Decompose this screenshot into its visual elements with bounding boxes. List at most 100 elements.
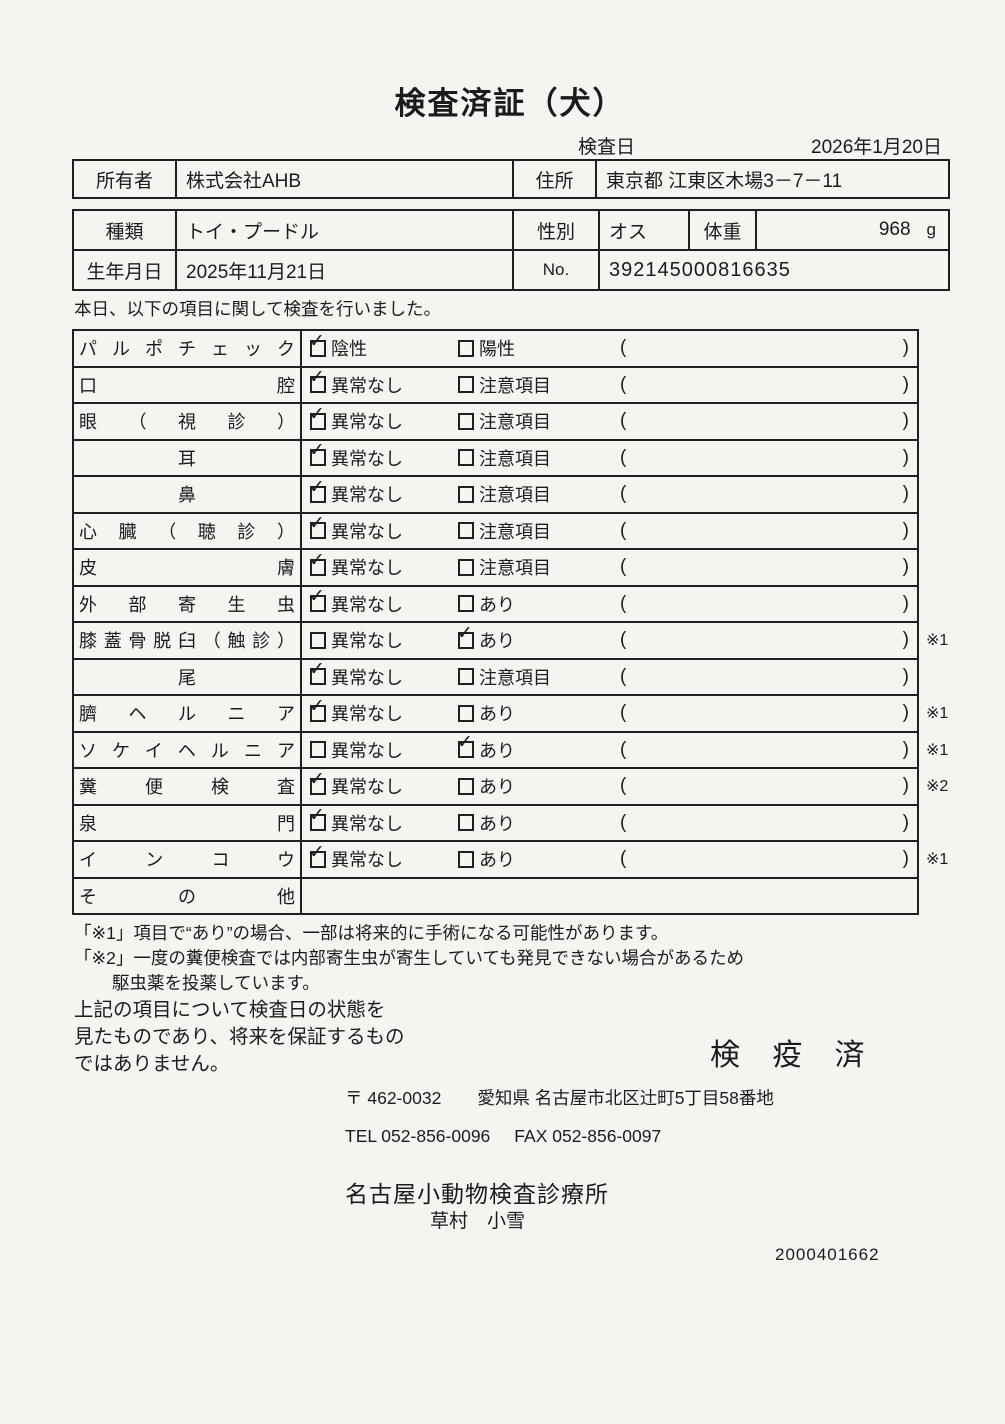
option-1-label: 異常なし bbox=[331, 667, 403, 688]
option-2: 注意項目 bbox=[458, 445, 620, 471]
row-reference-mark: ※2 bbox=[926, 778, 949, 796]
checklist-item-name: 尾 bbox=[74, 659, 302, 694]
checkbox-option-2[interactable] bbox=[458, 777, 474, 795]
checkbox-option-1[interactable] bbox=[309, 841, 326, 868]
checkbox-option-2[interactable] bbox=[458, 412, 474, 430]
checklist-item-name: パルポチェック bbox=[74, 331, 302, 366]
paren-close: ) bbox=[902, 373, 909, 395]
checkbox-option-2[interactable] bbox=[458, 704, 474, 722]
fax-number: FAX 052-856-0097 bbox=[514, 1126, 662, 1146]
checklist-item-label: 鼻 bbox=[178, 485, 196, 506]
checklist-row-content: 異常なし 注意項目 ( ) bbox=[302, 476, 917, 512]
option-1-label: 異常なし bbox=[331, 704, 403, 725]
checkbox-option-1[interactable] bbox=[310, 741, 326, 759]
option-1: 異常なし bbox=[309, 658, 458, 690]
checkbox-option-2[interactable] bbox=[458, 668, 474, 686]
checkbox-option-2[interactable] bbox=[458, 558, 474, 576]
option-1-label: 異常なし bbox=[331, 412, 403, 433]
checkbox-option-2[interactable] bbox=[458, 814, 474, 832]
contact-row: TEL 052-856-0096 FAX 052-856-0097 bbox=[345, 1126, 661, 1147]
clinic-address: 愛知県 名古屋市北区辻町5丁目58番地 bbox=[477, 1088, 774, 1108]
checklist-row: パルポチェック 陰性 陽性 ( ) bbox=[74, 330, 917, 368]
checkbox-option-1[interactable] bbox=[309, 804, 326, 832]
option-1-label: 異常なし bbox=[331, 813, 403, 834]
option-2: 注意項目 bbox=[458, 481, 620, 507]
checkbox-option-2[interactable] bbox=[457, 622, 474, 649]
checkbox-option-1[interactable] bbox=[309, 439, 326, 467]
paren-open: ( bbox=[620, 811, 627, 833]
disclaimer-text: 上記の項目について検査日の状態を 見たものであり、将来を保証するもの ではありま… bbox=[74, 997, 405, 1078]
paren-close: ) bbox=[902, 337, 909, 359]
checklist-row-content: 異常なし あり ( ) bbox=[302, 585, 917, 622]
option-1: 異常なし bbox=[309, 476, 458, 507]
checkbox-option-1[interactable] bbox=[309, 512, 326, 540]
checklist-row: その他 ( ) bbox=[74, 878, 917, 913]
checklist-item-label: 眼（視診） bbox=[79, 412, 295, 433]
note-2-line-1: 「※2」一度の糞便検査では内部寄生虫が寄生していても発見できない場合があるため bbox=[74, 948, 744, 968]
page-title: 検査済証（犬） bbox=[394, 86, 626, 121]
address-label: 住所 bbox=[512, 159, 597, 199]
paren-close: ) bbox=[902, 519, 909, 541]
owner-row: 所有者 株式会社AHB 住所 東京都 江東区木場3－7－11 bbox=[72, 159, 950, 199]
checkbox-option-1[interactable] bbox=[309, 585, 326, 613]
checkbox-option-1[interactable] bbox=[309, 403, 326, 430]
checklist-item-name: その他 bbox=[74, 878, 302, 913]
checkbox-option-2[interactable] bbox=[458, 485, 474, 503]
paren-close: ) bbox=[902, 410, 909, 432]
sex-label: 性別 bbox=[512, 209, 600, 251]
checklist-item-label: 外部寄生虫 bbox=[79, 594, 295, 615]
checklist-item-label: インコウ bbox=[79, 850, 295, 871]
option-2-label: 注意項目 bbox=[479, 375, 551, 396]
checklist-row-content: 異常なし 注意項目 ( ) bbox=[302, 512, 917, 549]
option-2-label: あり bbox=[479, 850, 515, 871]
paren-close: ) bbox=[902, 702, 909, 724]
checklist-row: ソケイヘルニア 異常なし あり ( ) ※1 bbox=[74, 731, 948, 769]
option-2-label: 注意項目 bbox=[479, 558, 551, 579]
checkbox-option-2[interactable] bbox=[458, 595, 474, 613]
paren-close: ) bbox=[902, 483, 909, 505]
checklist-item-name: インコウ bbox=[74, 842, 302, 877]
checkbox-option-2[interactable] bbox=[458, 522, 474, 540]
option-2-label: あり bbox=[479, 631, 515, 652]
checkbox-option-1[interactable] bbox=[310, 631, 326, 649]
checkbox-option-1[interactable] bbox=[309, 658, 326, 686]
checkbox-option-1[interactable] bbox=[309, 476, 326, 503]
checklist-row: 皮膚 異常なし 注意項目 ( ) bbox=[74, 549, 917, 587]
paren-close: ) bbox=[902, 848, 909, 870]
option-2: あり bbox=[458, 773, 620, 799]
checkbox-option-2[interactable] bbox=[458, 850, 474, 868]
checkbox-option-1[interactable] bbox=[309, 549, 326, 576]
paren-close: ) bbox=[902, 665, 909, 687]
checkbox-option-2[interactable] bbox=[458, 339, 474, 357]
checkbox-option-1[interactable] bbox=[309, 695, 326, 722]
option-1-label: 異常なし bbox=[331, 448, 403, 469]
option-2-label: あり bbox=[479, 704, 515, 725]
weight-unit: g bbox=[926, 220, 936, 239]
checklist-row: 尾 異常なし 注意項目 ( ) bbox=[74, 658, 917, 696]
paren-open: ( bbox=[620, 665, 627, 687]
checklist-row-content: 異常なし あり ( ) bbox=[302, 731, 917, 768]
checkbox-option-2[interactable] bbox=[457, 731, 474, 759]
address-value: 東京都 江東区木場3－7－11 bbox=[595, 159, 950, 199]
option-2-label: 注意項目 bbox=[479, 485, 551, 506]
paren-open: ( bbox=[620, 738, 627, 760]
option-1: 異常なし bbox=[309, 512, 458, 544]
checkbox-option-1[interactable] bbox=[309, 768, 326, 795]
option-2: 注意項目 bbox=[458, 518, 620, 544]
option-1: 異常なし bbox=[309, 403, 458, 434]
row-reference-mark: ※1 bbox=[926, 705, 949, 723]
checklist-row: 口腔 異常なし 注意項目 ( ) bbox=[74, 366, 917, 404]
paren-close: ) bbox=[902, 775, 909, 797]
option-1: 異常なし bbox=[309, 585, 458, 617]
checkbox-option-2[interactable] bbox=[458, 449, 474, 467]
checkbox-option-2[interactable] bbox=[458, 376, 474, 394]
sex-value: オス bbox=[598, 209, 690, 251]
checklist-row-content: 異常なし あり ( ) bbox=[302, 695, 917, 731]
inspection-date-value: 2026年1月20日 bbox=[811, 137, 942, 158]
option-2-label: 注意項目 bbox=[479, 667, 551, 688]
paren-open: ( bbox=[620, 848, 627, 870]
paren-open: ( bbox=[620, 446, 627, 468]
checkbox-option-1[interactable] bbox=[309, 330, 326, 357]
checkbox-option-1[interactable] bbox=[309, 366, 326, 394]
